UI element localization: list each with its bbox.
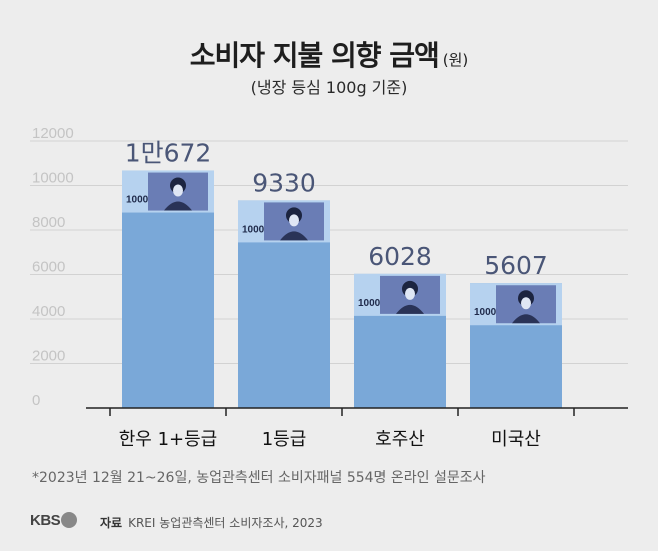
- banknote-label: 1000: [474, 307, 497, 318]
- y-tick-label: 12000: [32, 125, 74, 142]
- kbs-logo-mark-icon: [61, 512, 78, 528]
- portrait-face-icon: [173, 184, 183, 197]
- x-tick-label: 1등급: [262, 429, 307, 450]
- y-tick-label: 6000: [32, 259, 65, 276]
- x-tick-label: 한우 1+등급: [119, 429, 218, 450]
- portrait-robe-icon: [512, 314, 540, 324]
- x-tick-label: 호주산: [375, 429, 425, 450]
- source-label: 자료: [100, 516, 123, 530]
- banknote-label: 1000: [358, 298, 381, 309]
- portrait-robe-icon: [164, 201, 192, 211]
- source-credit: 자료 KREI 농업관측센터 소비자조사, 2023: [100, 514, 323, 531]
- y-tick-label: 0: [32, 392, 40, 409]
- portrait-robe-icon: [280, 231, 308, 241]
- banknote-label: 1000: [126, 195, 149, 206]
- source-text: KREI 농업관측센터 소비자조사, 2023: [128, 516, 323, 530]
- portrait-face-icon: [521, 297, 531, 310]
- kbs-logo-text: KBS: [30, 512, 61, 529]
- banknote-label: 1000: [242, 224, 265, 235]
- chart-title-block: 소비자 지불 의향 금액 (원): [0, 34, 658, 74]
- x-tick-label: 미국산: [491, 429, 541, 450]
- footnote: *2023년 12월 21~26일, 농업관측센터 소비자패널 554명 온라인…: [32, 470, 486, 486]
- chart-title-unit: (원): [442, 51, 469, 69]
- y-tick-label: 10000: [32, 170, 74, 187]
- chart-title: 소비자 지불 의향 금액: [189, 39, 440, 72]
- value-label: 5607: [484, 251, 548, 280]
- value-label: 6028: [368, 242, 432, 271]
- value-label: 1만672: [125, 139, 212, 168]
- y-tick-label: 2000: [32, 348, 65, 365]
- bar-chart: 0 2000 4000 6000 8000 10000 12000 1000 1만672 한우 1…: [30, 125, 628, 450]
- chart-subtitle: (냉장 등심 100g 기준): [250, 78, 408, 97]
- portrait-robe-icon: [396, 304, 424, 314]
- kbs-logo: KBS: [30, 512, 78, 529]
- y-tick-label: 8000: [32, 214, 65, 231]
- value-label: 9330: [252, 168, 316, 197]
- portrait-face-icon: [405, 287, 415, 300]
- y-tick-label: 4000: [32, 303, 65, 320]
- portrait-face-icon: [289, 214, 299, 227]
